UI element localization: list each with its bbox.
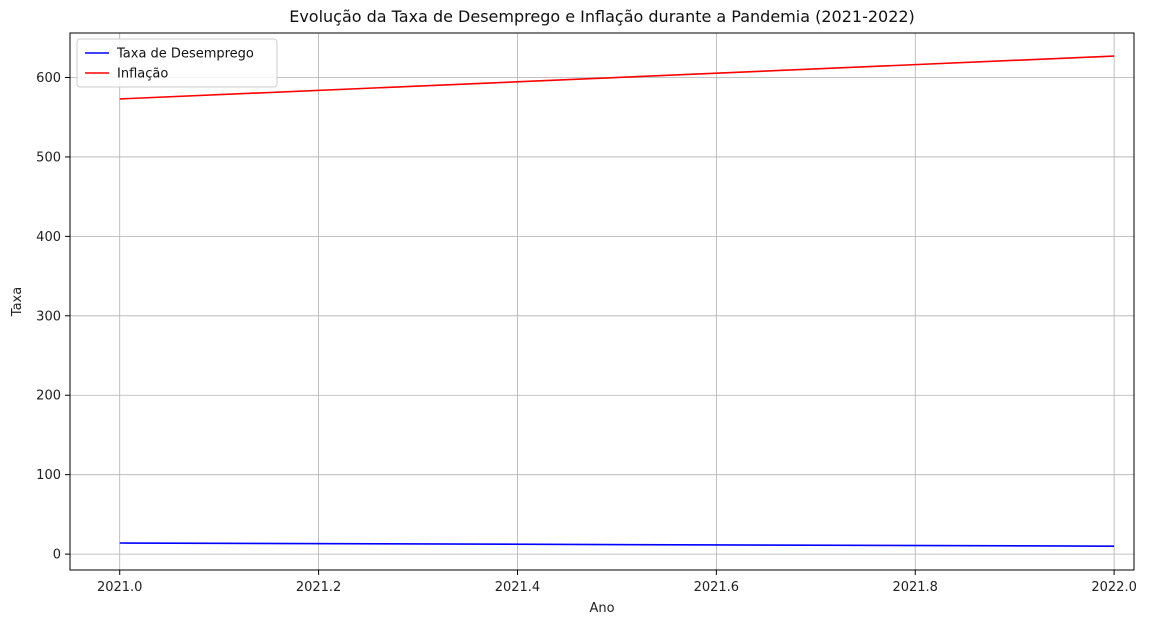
legend-label-1: Taxa de Desemprego [116, 47, 254, 62]
x-tick-label: 2022.0 [1091, 580, 1137, 595]
legend-label-2: Inflação [117, 67, 168, 82]
y-tick-label: 500 [36, 150, 61, 165]
y-axis-label: Taxa [10, 287, 25, 317]
plot-frame [69, 32, 1135, 571]
series-layer [119, 55, 1115, 547]
y-tick-label: 0 [53, 548, 61, 563]
series-line-1 [119, 542, 1115, 547]
legend: Taxa de Desemprego Inflação [76, 38, 278, 88]
chart-title: Evolução da Taxa de Desemprego e Inflaçã… [289, 7, 915, 26]
series-line-2 [119, 55, 1115, 100]
y-tick-label: 100 [36, 468, 61, 483]
y-tick-label: 600 [36, 71, 61, 86]
y-tick-label: 400 [36, 230, 61, 245]
ticks: 2021.0 2021.2 2021.4 2021.6 2021.8 2022.0 0 100… [36, 71, 1137, 595]
y-tick-label: 200 [36, 389, 61, 404]
x-axis-label: Ano [589, 601, 614, 616]
x-tick-label: 2021.8 [892, 580, 938, 595]
x-tick-label: 2021.6 [694, 580, 740, 595]
x-tick-label: 2021.4 [495, 580, 541, 595]
legend-box [76, 38, 278, 88]
x-tick-label: 2021.2 [296, 580, 342, 595]
y-tick-label: 300 [36, 309, 61, 324]
x-tick-label: 2021.0 [97, 580, 143, 595]
